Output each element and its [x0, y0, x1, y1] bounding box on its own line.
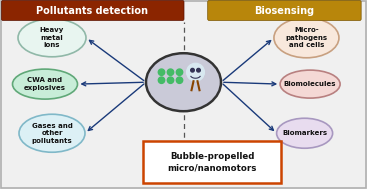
FancyBboxPatch shape — [143, 141, 281, 183]
Circle shape — [191, 68, 194, 72]
Ellipse shape — [18, 19, 86, 57]
Circle shape — [158, 69, 165, 75]
FancyBboxPatch shape — [208, 1, 361, 20]
Ellipse shape — [280, 70, 340, 98]
Ellipse shape — [12, 69, 77, 99]
Text: Biosensing: Biosensing — [254, 5, 315, 15]
Circle shape — [186, 63, 204, 81]
FancyBboxPatch shape — [1, 1, 184, 20]
Text: Heavy
metal
ions: Heavy metal ions — [40, 27, 64, 48]
Circle shape — [176, 77, 183, 83]
Ellipse shape — [146, 53, 221, 111]
Text: Gases and
other
pollutants: Gases and other pollutants — [32, 123, 72, 144]
Text: Biomarkers: Biomarkers — [282, 130, 327, 136]
Ellipse shape — [19, 114, 85, 152]
Circle shape — [167, 69, 174, 75]
Text: Micro-
pathogens
and cells: Micro- pathogens and cells — [286, 27, 327, 48]
Ellipse shape — [274, 18, 339, 58]
Text: Pollutants detection: Pollutants detection — [36, 5, 148, 15]
Circle shape — [158, 77, 165, 83]
Text: Biomolecules: Biomolecules — [284, 81, 337, 87]
Circle shape — [197, 68, 200, 72]
Circle shape — [167, 77, 174, 83]
Ellipse shape — [277, 118, 333, 148]
Text: Bubble-propelled
micro/nanomotors: Bubble-propelled micro/nanomotors — [167, 152, 257, 172]
Circle shape — [176, 69, 183, 75]
Text: CWA and
explosives: CWA and explosives — [24, 77, 66, 91]
